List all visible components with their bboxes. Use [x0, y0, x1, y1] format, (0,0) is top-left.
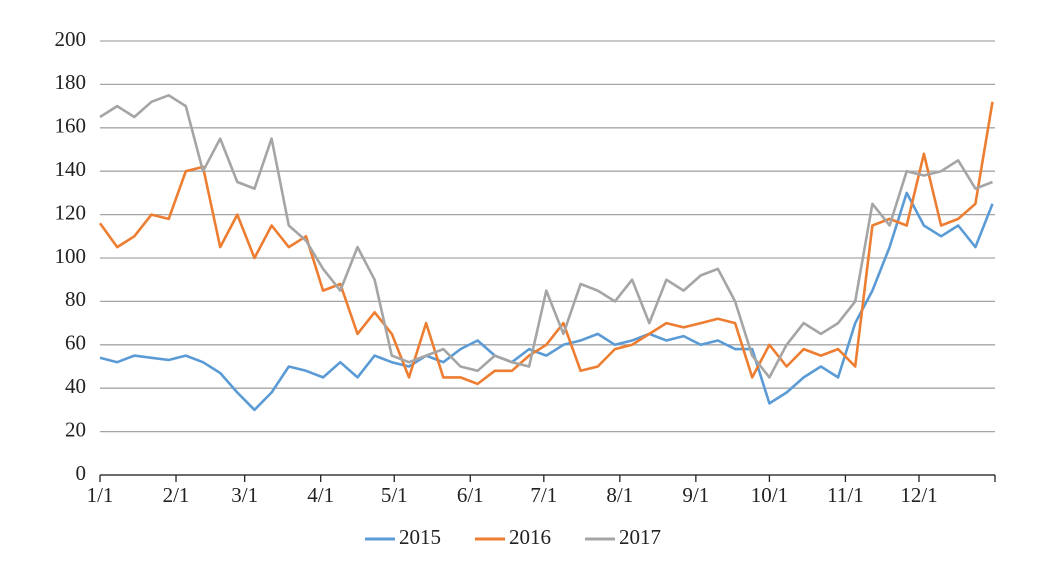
- legend-label: 2016: [509, 525, 551, 549]
- legend-label: 2015: [399, 525, 441, 549]
- y-tick-label: 100: [55, 244, 87, 268]
- x-tick-label: 4/1: [307, 483, 334, 507]
- y-tick-label: 20: [65, 417, 86, 441]
- x-tick-label: 6/1: [457, 483, 484, 507]
- series-line: [99, 94, 993, 379]
- x-tick-label: 10/1: [751, 483, 788, 507]
- y-tick-label: 40: [65, 374, 86, 398]
- x-tick-label: 12/1: [900, 483, 937, 507]
- x-tick-label: 11/1: [827, 483, 864, 507]
- y-tick-label: 80: [65, 287, 86, 311]
- x-tick-label: 8/1: [606, 483, 633, 507]
- y-tick-label: 0: [76, 461, 87, 485]
- x-tick-label: 2/1: [163, 483, 190, 507]
- y-tick-label: 140: [55, 157, 87, 181]
- series-line: [98, 101, 994, 386]
- x-tick-label: 9/1: [682, 483, 709, 507]
- y-tick-label: 160: [55, 114, 87, 138]
- x-tick-label: 7/1: [530, 483, 557, 507]
- series-line: [99, 191, 994, 412]
- y-tick-label: 60: [65, 331, 86, 355]
- y-tick-label: 180: [55, 70, 87, 94]
- x-tick-label: 1/1: [87, 483, 114, 507]
- y-tick-label: 200: [55, 27, 87, 51]
- x-tick-label: 3/1: [231, 483, 258, 507]
- x-tick-label: 5/1: [381, 483, 408, 507]
- legend-label: 2017: [619, 525, 661, 549]
- y-tick-label: 120: [55, 200, 87, 224]
